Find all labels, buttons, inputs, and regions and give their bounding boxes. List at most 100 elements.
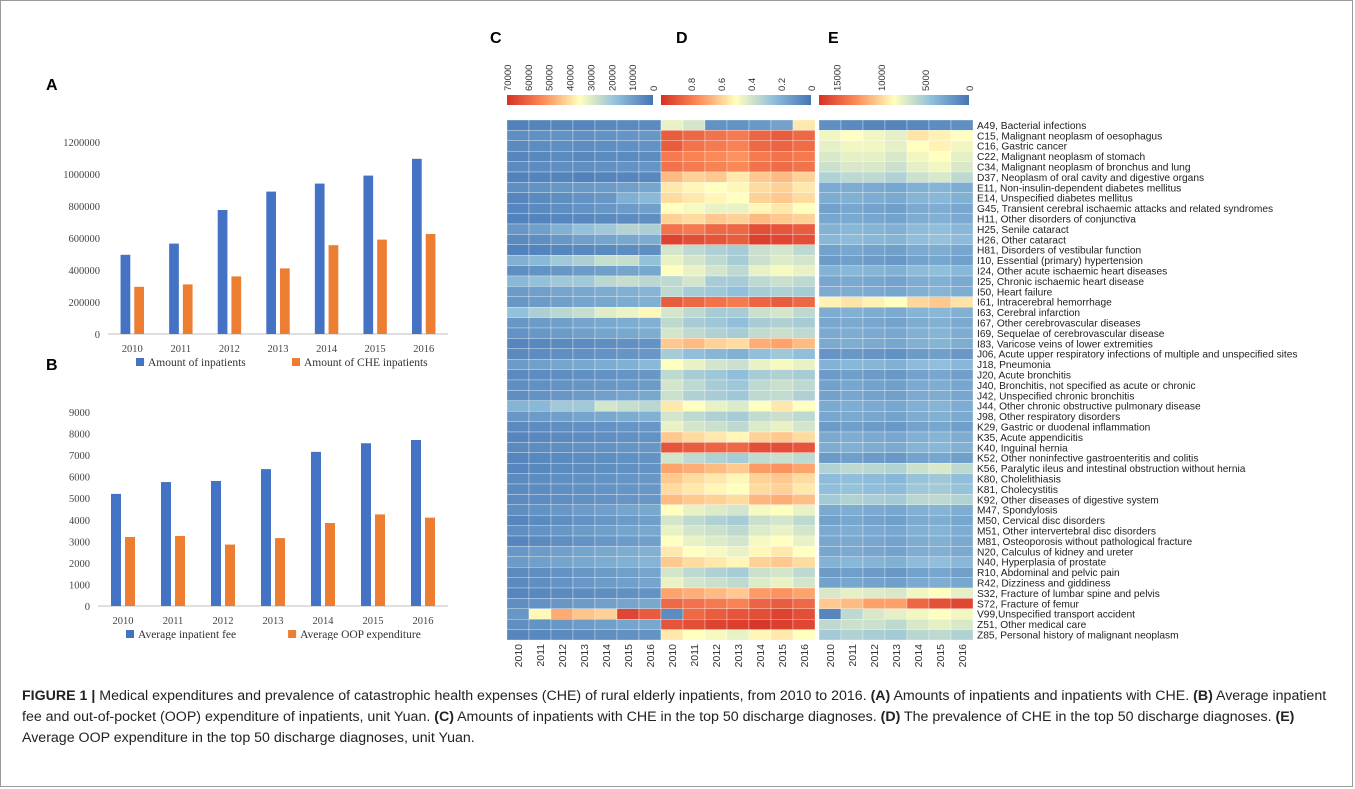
row-label-24: J20, Acute bronchitis (977, 371, 1071, 382)
heatmap-E-cell-16-2011 (840, 286, 864, 297)
heatmap-E-cell-4-2016 (950, 161, 974, 173)
heatmap-E-cell-34-2012 (862, 473, 886, 485)
heatmap-D-cell-0-2015 (770, 119, 794, 131)
heatmap-C-year-2014: 2014 (601, 644, 613, 668)
heatmap-C-cell-3-2010 (506, 151, 530, 162)
heatmap-D-cell-35-2015 (770, 483, 794, 495)
heatmap-C-cell-16-2016 (638, 286, 662, 297)
heatmap-D-cell-34-2014 (748, 473, 772, 485)
heatmap-D-cell-5-2012 (704, 171, 728, 183)
heatmap-D-cell-43-2015 (770, 567, 794, 578)
heatmap-E-cell-3-2013 (884, 151, 908, 162)
row-label-25: J40, Bronchitis, not specified as acute … (977, 381, 1196, 392)
heatmap-D-cell-44-2016 (792, 577, 816, 589)
heatmap-C-cell-36-2010 (506, 494, 530, 505)
heatmap-D-cell-33-2011 (682, 463, 706, 474)
heatmap-C-cell-14-2014 (594, 265, 618, 277)
heatmap-C-cell-39-2012 (550, 525, 574, 537)
heatmap-D-cell-39-2016 (792, 525, 816, 537)
heatmap-E-cell-47-2012 (862, 608, 886, 620)
heatmap-D-cell-1-2010 (660, 130, 684, 141)
heatmap-C-cell-33-2015 (616, 463, 640, 474)
heatmap-C-cell-8-2010 (506, 203, 530, 214)
heatmap-C-year-2013: 2013 (579, 644, 591, 668)
heatmap-E-cell-13-2015 (928, 255, 952, 266)
panel-label-d: D (676, 30, 688, 47)
heatmap-D-cell-40-2012 (704, 535, 728, 547)
heatmap-C-cell-22-2016 (638, 348, 662, 360)
heatmap-C-cell-8-2015 (616, 203, 640, 214)
panel-label-b: B (46, 357, 58, 374)
heatmap-D-cell-15-2016 (792, 275, 816, 287)
heatmap-C-cell-48-2012 (550, 619, 574, 630)
heatmap-C-cell-4-2014 (594, 161, 618, 173)
heatmap-C-cell-13-2015 (616, 255, 640, 266)
heatmap-D-cell-29-2016 (792, 421, 816, 433)
heatmap-D-cell-27-2010 (660, 400, 684, 412)
heatmap-C-cell-7-2010 (506, 192, 530, 204)
heatmap-C-cell-44-2014 (594, 577, 618, 589)
heatmap-D-cell-3-2013 (726, 151, 750, 162)
heatmap-D-cell-41-2015 (770, 546, 794, 557)
heatmap-E-cell-33-2012 (862, 463, 886, 474)
heatmap-E-cell-32-2010 (818, 452, 842, 464)
row-label-35: K81, Cholecystitis (977, 485, 1058, 496)
heatmap-C-cell-3-2015 (616, 151, 640, 162)
heatmap-C-cell-27-2012 (550, 400, 574, 412)
heatmap-C-cell-17-2012 (550, 296, 574, 308)
row-label-48: Z51, Other medical care (977, 620, 1087, 631)
x-tick-label-2011: 2011 (171, 344, 192, 355)
heatmap-C-cell-0-2015 (616, 119, 640, 131)
heatmap-E-cell-23-2014 (906, 359, 930, 370)
heatmap-D-year-2014: 2014 (755, 644, 767, 668)
heatmap-D-cell-11-2010 (660, 234, 684, 245)
heatmap-E-cell-32-2011 (840, 452, 864, 464)
heatmap-E-cell-14-2016 (950, 265, 974, 277)
heatmap-D-cell-21-2016 (792, 338, 816, 349)
heatmap-E-cell-35-2016 (950, 483, 974, 495)
caption-a-tag: (A) (870, 688, 891, 704)
heatmap-E-cell-8-2013 (884, 203, 908, 214)
heatmap-C-cell-26-2011 (528, 390, 552, 401)
heatmap-C-cell-40-2016 (638, 535, 662, 547)
heatmap-C-cell-42-2015 (616, 556, 640, 568)
heatmap-D-cell-24-2014 (748, 369, 772, 381)
heatmap-D-cell-13-2013 (726, 255, 750, 266)
heatmap-C-cell-19-2011 (528, 317, 552, 329)
heatmap-D-cell-47-2014 (748, 608, 772, 620)
heatmap-E-cell-27-2016 (950, 400, 974, 412)
heatmap-C-cell-32-2016 (638, 452, 662, 464)
heatmap-C-cell-12-2016 (638, 244, 662, 256)
heatmap-D-cell-19-2013 (726, 317, 750, 329)
heatmap-E-cell-0-2016 (950, 119, 974, 131)
heatmap-D-cell-12-2010 (660, 244, 684, 256)
row-label-8: G45, Transient cerebral ischaemic attack… (977, 204, 1273, 215)
heatmap-C-cell-42-2010 (506, 556, 530, 568)
heatmap-C-cell-22-2010 (506, 348, 530, 360)
row-label-49: Z85, Personal history of malignant neopl… (977, 631, 1179, 642)
heatmap-D-cell-35-2012 (704, 483, 728, 495)
heatmap-D-cell-20-2015 (770, 327, 794, 339)
heatmap-C-cell-18-2011 (528, 307, 552, 318)
heatmap-E-cell-28-2010 (818, 411, 842, 422)
heatmap-E-cell-3-2012 (862, 151, 886, 162)
heatmap-D-cell-27-2013 (726, 400, 750, 412)
heatmap-D-cell-4-2014 (748, 161, 772, 173)
heatmap-E-cell-11-2010 (818, 234, 842, 245)
x-tick-label-2014: 2014 (313, 616, 335, 627)
heatmap-D-cell-30-2013 (726, 431, 750, 443)
heatmap-E-cell-29-2011 (840, 421, 864, 433)
heatmap-E-cell-12-2014 (906, 244, 930, 256)
heatmap-D-cell-29-2012 (704, 421, 728, 433)
heatmap-C-cell-4-2010 (506, 161, 530, 173)
heatmap-D-cell-1-2014 (748, 130, 772, 141)
heatmap-C-cell-37-2014 (594, 504, 618, 516)
caption-b-tag: (B) (1193, 688, 1213, 704)
row-label-13: I10, Essential (primary) hypertension (977, 256, 1143, 267)
heatmap-E-cell-41-2011 (840, 546, 864, 557)
heatmap-D-cell-26-2016 (792, 390, 816, 401)
heatmap-D-cell-48-2010 (660, 619, 684, 630)
bar-blue-2016 (411, 440, 421, 606)
row-label-36: K92, Other diseases of digestive system (977, 495, 1159, 506)
x-tick-label-2016: 2016 (413, 344, 434, 355)
